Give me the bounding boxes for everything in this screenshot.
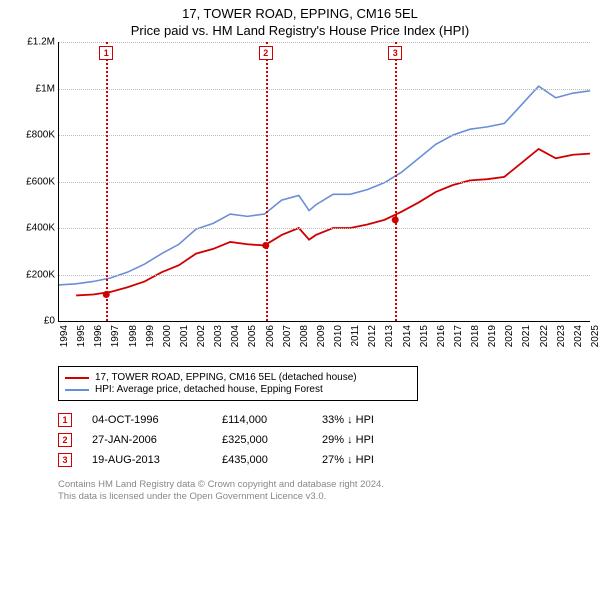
footer-attribution: Contains HM Land Registry data © Crown c… [58,479,580,504]
gridline [59,89,590,90]
event-marker-line [106,42,108,321]
event-marker-line [266,42,268,321]
event-delta-1: 33% ↓ HPI [322,414,374,426]
event-marker-badge: 1 [99,46,113,60]
event-badge-1: 1 [58,413,72,427]
event-row-1: 1 04-OCT-1996 £114,000 33% ↓ HPI [58,413,590,427]
y-axis-label: £800K [11,130,55,141]
event-badge-3: 3 [58,453,72,467]
plot-region: £0£200K£400K£600K£800K£1M£1.2M1994199519… [58,42,590,322]
event-date-2: 27-JAN-2006 [92,434,202,446]
legend-label-2: HPI: Average price, detached house, Eppi… [95,384,323,395]
event-row-2: 2 27-JAN-2006 £325,000 29% ↓ HPI [58,433,590,447]
series-line [76,149,590,295]
footer-line-2: This data is licensed under the Open Gov… [58,491,580,503]
event-delta-2: 29% ↓ HPI [322,434,374,446]
y-axis-label: £1M [11,83,55,94]
chart-area: £0£200K£400K£600K£800K£1M£1.2M1994199519… [10,42,590,362]
legend-swatch-2 [65,389,89,391]
legend: 17, TOWER ROAD, EPPING, CM16 5EL (detach… [58,366,418,401]
y-axis-label: £400K [11,223,55,234]
legend-label-1: 17, TOWER ROAD, EPPING, CM16 5EL (detach… [95,372,357,383]
y-axis-label: £1.2M [11,37,55,48]
legend-item-1: 17, TOWER ROAD, EPPING, CM16 5EL (detach… [65,372,411,383]
gridline [59,275,590,276]
y-axis-label: £600K [11,176,55,187]
event-price-3: £435,000 [222,454,302,466]
gridline [59,135,590,136]
event-marker-line [395,42,397,321]
events-table: 1 04-OCT-1996 £114,000 33% ↓ HPI 2 27-JA… [58,407,590,473]
gridline [59,182,590,183]
chart-subtitle: Price paid vs. HM Land Registry's House … [10,23,590,38]
event-delta-3: 27% ↓ HPI [322,454,374,466]
gridline [59,42,590,43]
event-marker-badge: 2 [259,46,273,60]
legend-swatch-1 [65,377,89,379]
event-date-1: 04-OCT-1996 [92,414,202,426]
legend-item-2: HPI: Average price, detached house, Eppi… [65,384,411,395]
chart-container: 17, TOWER ROAD, EPPING, CM16 5EL Price p… [0,0,600,590]
event-date-3: 19-AUG-2013 [92,454,202,466]
event-badge-2: 2 [58,433,72,447]
y-axis-label: £200K [11,269,55,280]
gridline [59,228,590,229]
chart-title: 17, TOWER ROAD, EPPING, CM16 5EL [10,6,590,21]
y-axis-label: £0 [11,316,55,327]
event-price-2: £325,000 [222,434,302,446]
title-block: 17, TOWER ROAD, EPPING, CM16 5EL Price p… [10,6,590,38]
event-row-3: 3 19-AUG-2013 £435,000 27% ↓ HPI [58,453,590,467]
footer-line-1: Contains HM Land Registry data © Crown c… [58,479,580,491]
series-line [59,86,590,285]
event-price-1: £114,000 [222,414,302,426]
event-marker-badge: 3 [388,46,402,60]
